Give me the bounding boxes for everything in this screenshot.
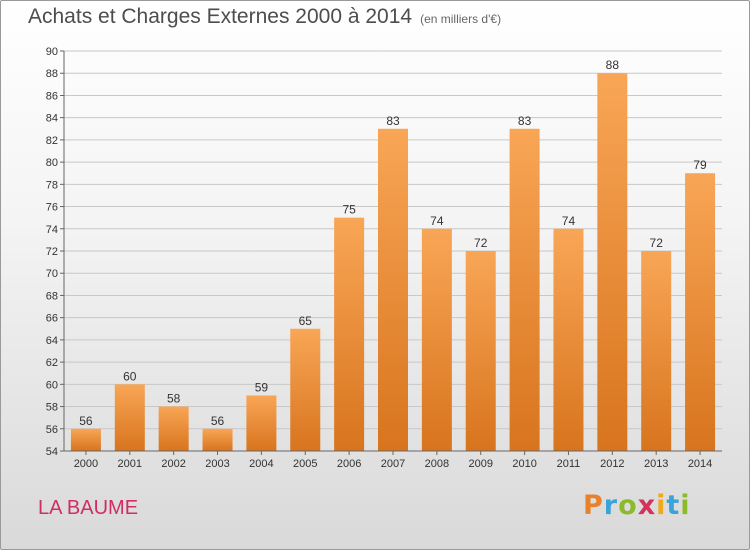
bars	[70, 73, 716, 451]
bar	[158, 406, 189, 451]
y-tick-label: 72	[46, 246, 58, 258]
y-tick-label: 54	[46, 446, 58, 458]
bar	[641, 251, 672, 451]
logo-letter: x	[637, 490, 657, 521]
bar	[246, 395, 277, 451]
y-tick-label: 76	[46, 202, 58, 214]
x-tick-label: 2000	[74, 458, 98, 470]
x-tick-label: 2003	[205, 458, 229, 470]
y-tick-label: 80	[46, 157, 58, 169]
x-tick-label: 2011	[557, 458, 581, 470]
x-tick-label: 2009	[468, 458, 492, 470]
bar	[114, 384, 145, 451]
bar	[334, 217, 365, 451]
proxiti-logo: Proxiti	[583, 490, 691, 521]
y-tick-label: 56	[46, 424, 58, 436]
logo-letter: P	[583, 490, 604, 521]
y-tick-label: 88	[46, 68, 58, 80]
y-tick-label: 66	[46, 313, 58, 325]
y-tick-label: 74	[46, 224, 58, 236]
logo-letter: t	[666, 490, 681, 521]
x-tick-label: 2007	[381, 458, 405, 470]
chart-title: Achats et Charges Externes 2000 à 2014 (e…	[28, 5, 501, 29]
y-tick-label: 82	[46, 135, 58, 147]
logo-letter: o	[618, 490, 638, 521]
y-tick-label: 70	[46, 268, 58, 280]
data-label: 83	[386, 114, 400, 128]
bar	[553, 228, 584, 451]
bar	[465, 251, 496, 451]
bar	[378, 128, 408, 451]
x-tick-label: 2005	[293, 458, 317, 470]
data-label: 83	[518, 114, 532, 128]
data-label: 59	[255, 380, 269, 394]
logo-letter: i	[656, 490, 667, 521]
y-tick-label: 64	[46, 335, 58, 347]
title-text: Achats et Charges Externes 2000 à 2014	[28, 5, 413, 28]
location-label: LA BAUME	[38, 497, 139, 519]
y-tick-label: 90	[46, 46, 58, 58]
data-label: 60	[123, 369, 137, 383]
labels: 54 56 58 60 62 64 66 68 70 72 74 76 78 80 82 84 86 88 90 56…	[46, 46, 713, 470]
x-tick-label: 2014	[688, 458, 712, 470]
bar	[421, 228, 452, 451]
bar	[685, 173, 716, 451]
chart-subtitle: (en milliers d'€)	[420, 12, 502, 26]
y-tick-label: 78	[46, 179, 58, 191]
y-tick-label: 84	[46, 113, 58, 125]
bar	[70, 428, 101, 451]
data-label: 56	[79, 414, 93, 428]
y-tick-label: 86	[46, 90, 58, 102]
bar	[202, 428, 233, 451]
y-tick-label: 60	[46, 379, 58, 391]
bar	[597, 73, 628, 451]
logo-letter: i	[680, 490, 691, 521]
x-tick-label: 2006	[337, 458, 361, 470]
bar	[290, 328, 321, 451]
data-label: 56	[211, 414, 225, 428]
x-tick-label: 2008	[425, 458, 449, 470]
data-label: 75	[342, 203, 356, 217]
data-label: 72	[474, 236, 488, 250]
x-tick-label: 2010	[512, 458, 536, 470]
data-label: 65	[299, 314, 313, 328]
bar	[509, 128, 540, 451]
x-tick-label: 2004	[249, 458, 273, 470]
data-label: 72	[650, 236, 664, 250]
data-label: 74	[430, 214, 444, 228]
data-label: 74	[562, 214, 576, 228]
data-label: 79	[693, 158, 707, 172]
axes	[60, 50, 722, 455]
x-tick-label: 2013	[644, 458, 668, 470]
x-tick-label: 2001	[118, 458, 142, 470]
x-tick-label: 2002	[161, 458, 185, 470]
logo-letter: r	[603, 490, 619, 521]
x-tick-label: 2012	[600, 458, 624, 470]
data-label: 88	[606, 58, 620, 72]
data-label: 58	[167, 392, 181, 406]
y-tick-label: 62	[46, 357, 58, 369]
y-tick-label: 68	[46, 290, 58, 302]
y-tick-label: 58	[46, 402, 58, 414]
